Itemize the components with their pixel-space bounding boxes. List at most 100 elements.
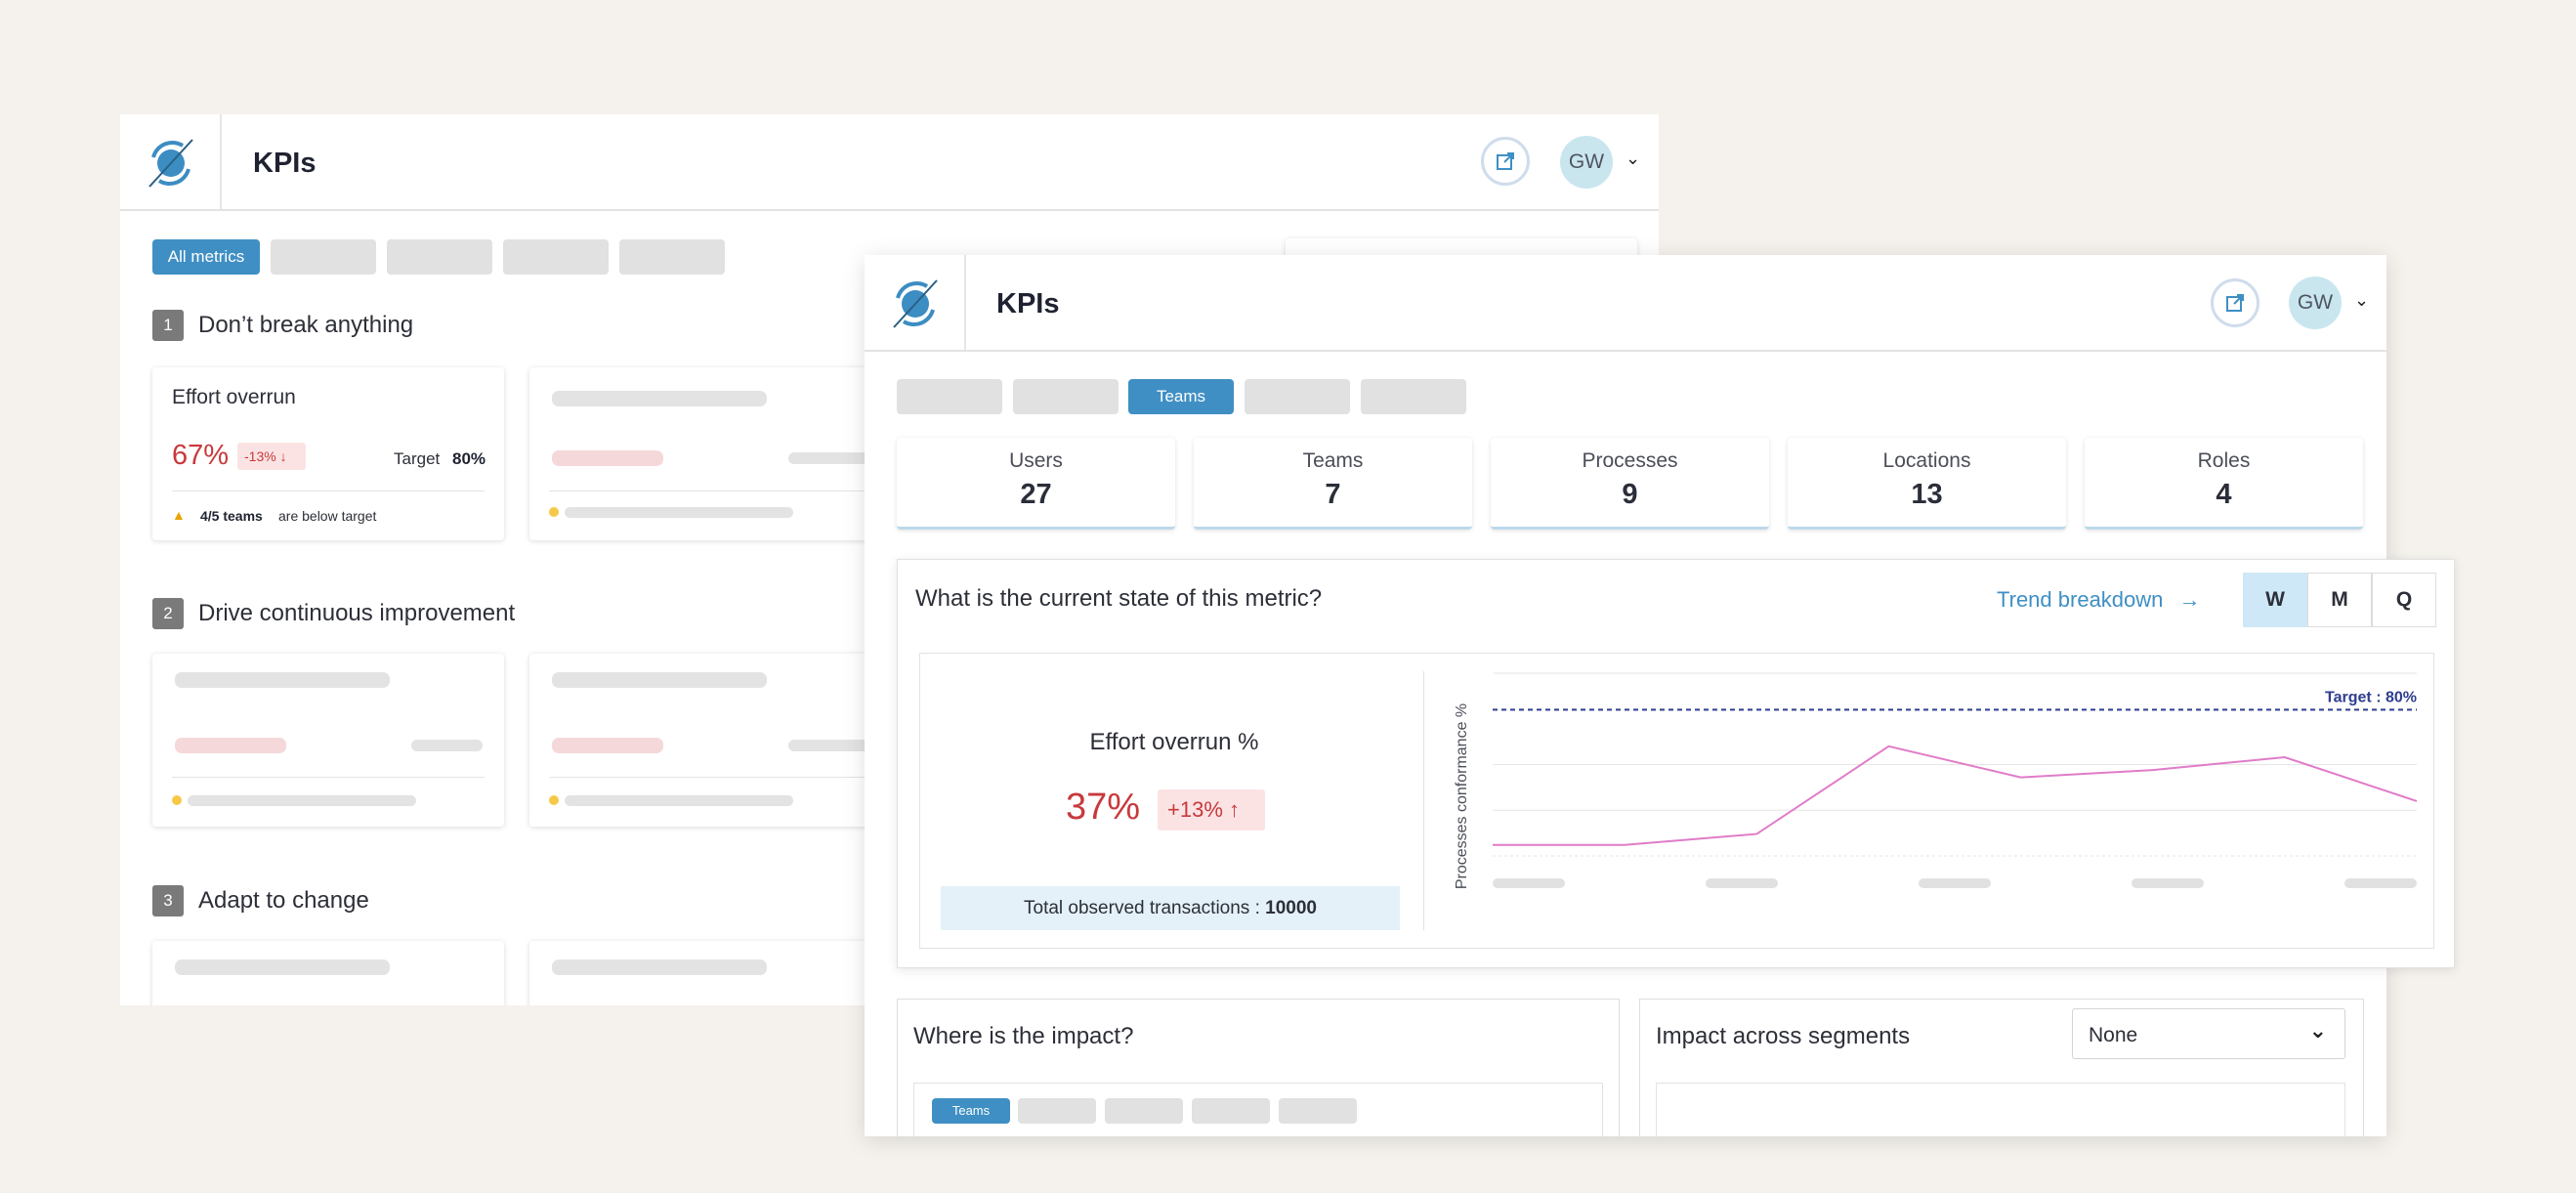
trend-breakdown-label: Trend breakdown: [1997, 587, 2164, 612]
segments-content-box: [1656, 1083, 2345, 1136]
impact-panel: Where is the impact? Teams: [897, 999, 1620, 1136]
stat-value: 7: [1325, 479, 1341, 510]
divider: [172, 490, 485, 491]
filter-chip[interactable]: [1245, 379, 1350, 414]
chart-grid: [1493, 672, 2417, 857]
page-title: KPIs: [253, 148, 317, 179]
stat-label: Processes: [1582, 449, 1678, 472]
stat-card-teams[interactable]: Teams 7: [1194, 438, 1472, 530]
chevron-down-icon[interactable]: ⌄: [2354, 290, 2370, 310]
kpi-card-placeholder[interactable]: [152, 941, 504, 1005]
kpi-delta-value: -13%: [244, 448, 276, 464]
filter-chip[interactable]: [1013, 379, 1119, 414]
kpi-card-placeholder[interactable]: [152, 654, 504, 827]
period-toggle-w[interactable]: W: [2243, 573, 2307, 627]
kpi-card-effort-overrun[interactable]: Effort overrun 67% -13% ↓ Target 80% ▲ 4…: [152, 367, 504, 540]
filter-chip[interactable]: [1361, 379, 1466, 414]
external-link-icon: [1497, 152, 1514, 170]
filter-chip[interactable]: [503, 239, 609, 275]
period-toggle-m[interactable]: M: [2307, 573, 2372, 627]
divider: [172, 777, 485, 778]
kpi-card-placeholder[interactable]: [529, 367, 901, 540]
skeleton-line: [411, 740, 483, 751]
front-window: KPIs GW ⌄ Teams Users 27 Teams 7 Process…: [865, 255, 2386, 1136]
target-value: 80%: [452, 449, 486, 468]
status-dot: [172, 795, 182, 805]
arrow-down-icon: ↓: [279, 448, 287, 464]
skeleton-line: [552, 959, 767, 975]
trend-line-series: [1493, 745, 2418, 846]
stat-card-processes[interactable]: Processes 9: [1491, 438, 1769, 530]
skeleton-line: [175, 959, 390, 975]
x-tick-label-placeholder: [2344, 878, 2417, 888]
skeleton-line: [188, 795, 416, 806]
stat-label: Users: [1009, 449, 1063, 472]
open-external-button[interactable]: [2211, 278, 2259, 327]
x-tick-label-placeholder: [2132, 878, 2204, 888]
dropdown-value: None: [2089, 1024, 2138, 1046]
stat-card-users[interactable]: Users 27: [897, 438, 1175, 530]
target-label: Target: [394, 449, 441, 468]
avatar[interactable]: GW: [1560, 136, 1613, 189]
kpi-value: 67%: [172, 440, 230, 471]
stat-card-roles[interactable]: Roles 4: [2085, 438, 2363, 530]
segments-panel-title: Impact across segments: [1656, 1023, 1911, 1049]
divider: [1423, 671, 1424, 930]
chevron-down-icon: ⌄: [2308, 1018, 2327, 1043]
impact-tab-teams[interactable]: Teams: [932, 1098, 1010, 1124]
open-external-button[interactable]: [1481, 137, 1530, 186]
status-dot: [549, 507, 559, 517]
period-toggle-q[interactable]: Q: [2372, 573, 2436, 627]
metric-question: What is the current state of this metric…: [915, 585, 1323, 612]
segments-dropdown[interactable]: None ⌄: [2072, 1008, 2345, 1059]
kpi-card-title: Effort overrun: [172, 386, 296, 408]
skeleton-line: [175, 672, 390, 688]
impact-tab[interactable]: [1105, 1098, 1183, 1124]
metric-content-box: Effort overrun % 37% +13% ↑ Total observ…: [919, 653, 2434, 949]
avatar[interactable]: GW: [2289, 277, 2342, 329]
page-title: KPIs: [996, 288, 1060, 320]
stat-label: Teams: [1302, 449, 1364, 472]
skeleton-line: [175, 738, 286, 753]
filter-teams[interactable]: Teams: [1128, 379, 1234, 414]
divider: [549, 490, 881, 491]
logo[interactable]: [120, 114, 222, 209]
stat-label: Roles: [2197, 449, 2251, 472]
impact-tab[interactable]: [1192, 1098, 1270, 1124]
kpi-delta-badge: -13% ↓: [237, 443, 306, 470]
impact-panel-title: Where is the impact?: [913, 1023, 1134, 1049]
transactions-banner: Total observed transactions : 10000: [941, 886, 1400, 930]
kpi-card-placeholder[interactable]: [529, 941, 901, 1005]
metric-name: Effort overrun %: [1089, 729, 1259, 755]
section-title: Adapt to change: [198, 887, 369, 914]
metric-summary: Effort overrun % 37% +13% ↑ Total observ…: [920, 654, 1428, 948]
metric-state-panel: What is the current state of this metric…: [897, 559, 2455, 968]
filter-chip[interactable]: [387, 239, 492, 275]
skeleton-line: [552, 738, 663, 753]
external-link-icon: [2226, 294, 2244, 312]
x-tick-label-placeholder: [1919, 878, 1991, 888]
skeleton-line: [788, 740, 876, 751]
chevron-down-icon[interactable]: ⌄: [1626, 149, 1641, 168]
x-tick-label-placeholder: [1706, 878, 1778, 888]
impact-tabs-box: Teams: [913, 1083, 1603, 1136]
filter-all-metrics[interactable]: All metrics: [152, 239, 260, 275]
stat-value: 13: [1911, 479, 1943, 510]
stat-value: 9: [1622, 479, 1638, 510]
trend-breakdown-link[interactable]: Trend breakdown →: [1997, 587, 2201, 613]
filter-chip[interactable]: [271, 239, 376, 275]
x-tick-label-placeholder: [1493, 878, 1565, 888]
filter-chip[interactable]: [619, 239, 725, 275]
skeleton-line: [552, 672, 767, 688]
stat-label: Locations: [1882, 449, 1971, 472]
warning-count: 4/5 teams: [200, 508, 263, 524]
stat-card-locations[interactable]: Locations 13: [1788, 438, 2066, 530]
skeleton-line: [565, 507, 793, 518]
impact-tab[interactable]: [1279, 1098, 1357, 1124]
kpi-card-placeholder[interactable]: [529, 654, 901, 827]
impact-tab[interactable]: [1018, 1098, 1096, 1124]
app-logo-icon: [148, 139, 193, 188]
filter-chip[interactable]: [897, 379, 1002, 414]
logo[interactable]: [865, 255, 966, 350]
arrow-right-icon: →: [2178, 587, 2201, 612]
